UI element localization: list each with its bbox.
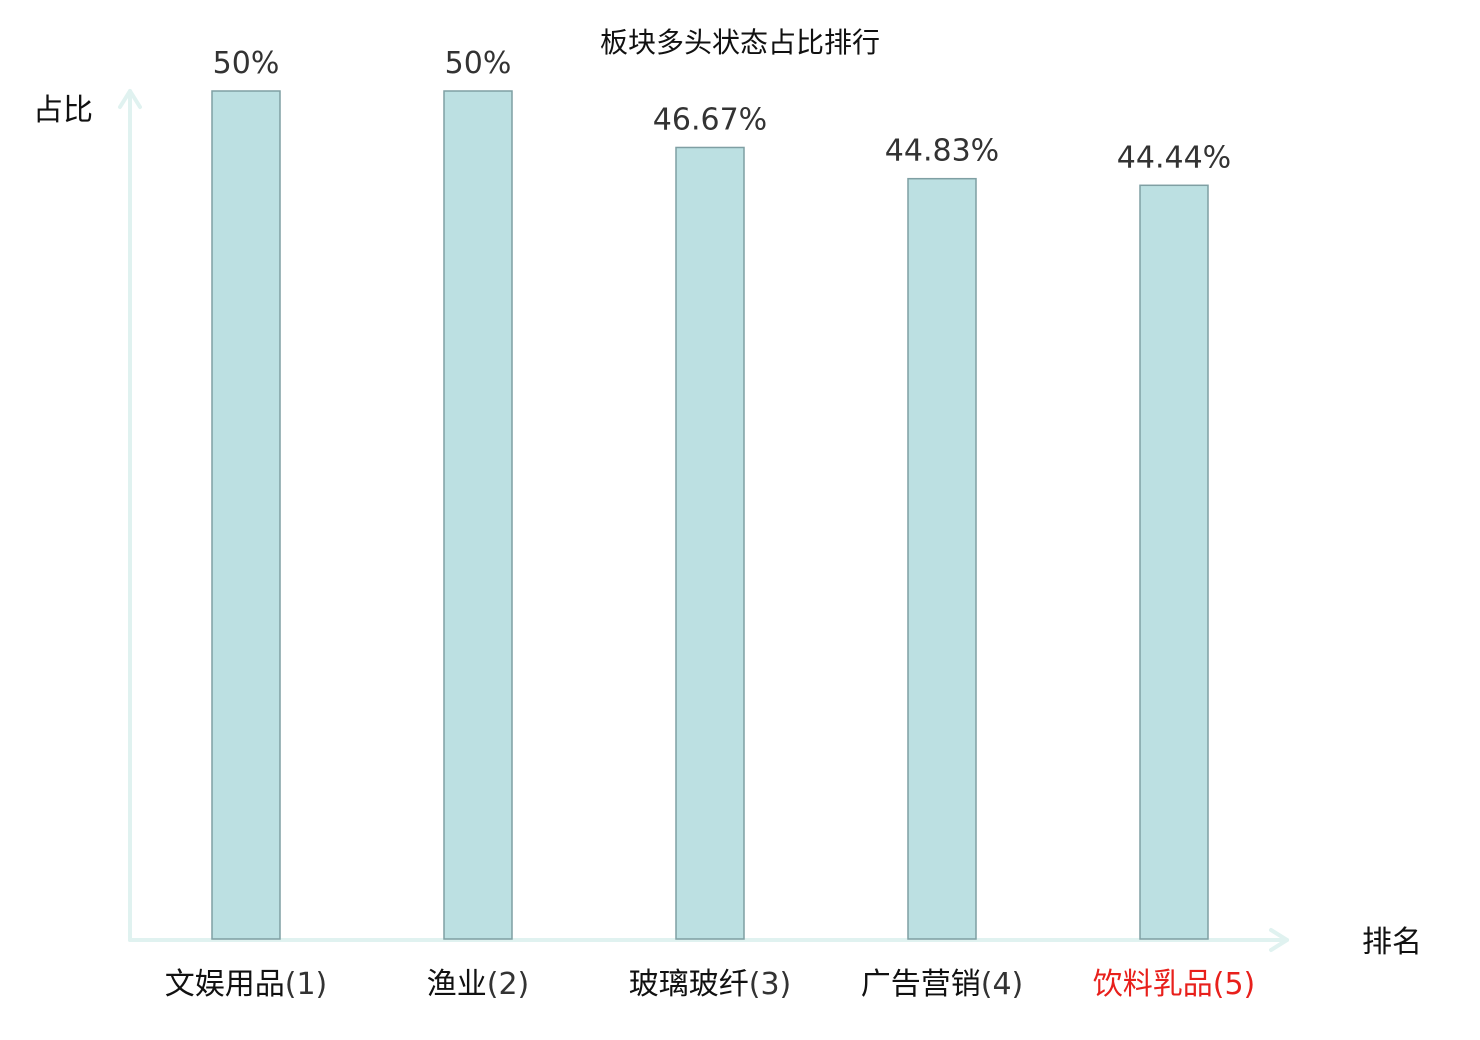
y-axis-arrow-icon xyxy=(118,89,142,109)
bars xyxy=(211,90,1209,940)
category-name: 渔业 xyxy=(427,967,487,1002)
category-label: 广告营销(4) xyxy=(861,967,1024,1002)
value-label: 44.44% xyxy=(1117,140,1231,175)
category-labels: 文娱用品(1) 渔业(2) 玻璃玻纤(3) 广告营销(4) 饮料乳品(5) xyxy=(165,967,1256,1002)
value-label: 46.67% xyxy=(653,102,767,137)
bar xyxy=(675,146,745,940)
category-name: 广告营销 xyxy=(861,967,981,1002)
category-label: 饮料乳品(5) xyxy=(1093,967,1256,1002)
bar xyxy=(1139,184,1209,940)
category-name: 文娱用品 xyxy=(165,967,285,1002)
category-rank: (4) xyxy=(981,967,1024,1002)
category-rank: (2) xyxy=(487,967,530,1002)
x-axis-arrow-icon xyxy=(1269,928,1289,952)
value-label: 44.83% xyxy=(885,134,999,169)
axes xyxy=(118,89,1289,952)
category-rank: (5) xyxy=(1213,967,1256,1002)
y-axis-label: 占比 xyxy=(33,93,93,128)
category-name: 玻璃玻纤 xyxy=(629,967,749,1002)
category-rank: (1) xyxy=(285,967,328,1002)
category-label: 文娱用品(1) xyxy=(165,967,328,1002)
value-label: 50% xyxy=(445,46,512,81)
bar xyxy=(443,90,513,940)
category-label: 玻璃玻纤(3) xyxy=(629,967,792,1002)
category-label: 渔业(2) xyxy=(427,967,530,1002)
bar xyxy=(211,90,281,940)
value-label: 50% xyxy=(213,46,280,81)
chart-title: 板块多头状态占比排行 xyxy=(600,26,880,59)
x-axis-label: 排名 xyxy=(1362,925,1422,960)
category-name: 饮料乳品 xyxy=(1093,967,1213,1002)
value-labels: 50% 50% 46.67% 44.83% 44.44% xyxy=(213,46,1232,175)
bar xyxy=(907,177,977,940)
category-rank: (3) xyxy=(749,967,792,1002)
